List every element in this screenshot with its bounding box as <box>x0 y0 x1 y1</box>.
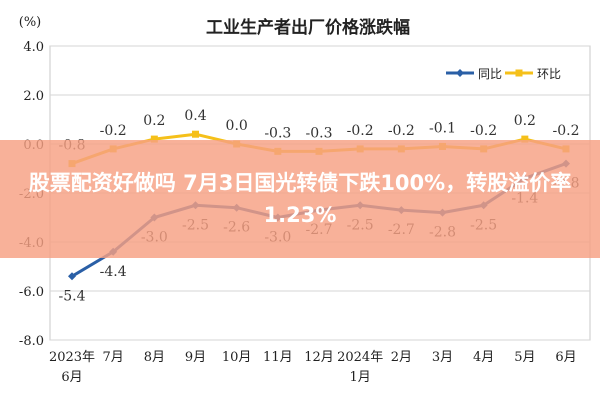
x-tick-label: 11月 <box>263 350 293 365</box>
y-tick-label: -6.0 <box>19 285 44 300</box>
data-point-mom <box>521 135 529 143</box>
data-label-mom: 0.2 <box>143 113 165 129</box>
data-point-mom <box>192 130 199 138</box>
legend-marker-yoy <box>456 69 464 77</box>
data-label-mom: -0.1 <box>429 120 456 136</box>
x-tick-label: 4月 <box>473 350 494 365</box>
y-tick-label: 2.0 <box>23 89 44 104</box>
x-tick-label: 7月 <box>103 350 124 365</box>
x-tick-label: 6月 <box>61 370 82 385</box>
data-label-mom: -0.3 <box>264 125 291 141</box>
data-label-yoy: -4.4 <box>100 264 127 280</box>
x-tick-label: 3月 <box>432 350 453 365</box>
data-label-mom: -0.2 <box>553 123 580 139</box>
y-tick-label: 4.0 <box>23 40 44 55</box>
x-tick-label: 5月 <box>514 350 535 365</box>
x-axis: 2023年 6月 7月 8月 9月 10月 11月 12月 2024年 1月 2月 3月 4月 5月 6月 <box>49 350 577 385</box>
y-tick-label: -8.0 <box>19 334 44 349</box>
data-label-mom: -0.2 <box>347 123 374 139</box>
chart-title: 工业生产者出厂价格涨跌幅 <box>206 17 410 38</box>
x-tick-label: 12月 <box>304 350 334 365</box>
data-label-mom: 0.4 <box>184 108 206 124</box>
legend-marker-mom <box>515 69 523 77</box>
data-point-mom <box>150 135 158 143</box>
x-tick-label: 2023年 <box>49 350 95 365</box>
data-label-yoy: -5.4 <box>59 288 86 304</box>
legend-label-yoy: 同比 <box>478 67 502 81</box>
x-tick-label: 9月 <box>185 350 206 365</box>
x-tick-label: 8月 <box>144 350 165 365</box>
x-tick-label: 10月 <box>222 350 252 365</box>
x-tick-label: 6月 <box>555 350 576 365</box>
data-label-mom: -0.2 <box>388 123 415 139</box>
y-unit-label: (%) <box>19 15 42 30</box>
data-point-yoy <box>68 272 76 281</box>
legend: 同比 环比 <box>446 67 561 81</box>
x-tick-label: 1月 <box>350 370 371 385</box>
data-label-mom: 0.2 <box>514 113 536 129</box>
legend-label-mom: 环比 <box>537 67 561 81</box>
data-label-mom: -0.2 <box>470 123 497 139</box>
data-label-mom: -0.2 <box>100 123 127 139</box>
data-label-mom: -0.3 <box>306 125 333 141</box>
headline-text: 股票配资好做吗 7月3日国光转债下跌100%，转股溢价率1.23% <box>28 171 572 227</box>
x-tick-label: 2月 <box>391 350 412 365</box>
data-label-mom: 0.0 <box>226 118 248 134</box>
x-tick-label: 2024年 <box>337 350 383 365</box>
headline-banner: 股票配资好做吗 7月3日国光转债下跌100%，转股溢价率1.23% <box>0 140 600 258</box>
